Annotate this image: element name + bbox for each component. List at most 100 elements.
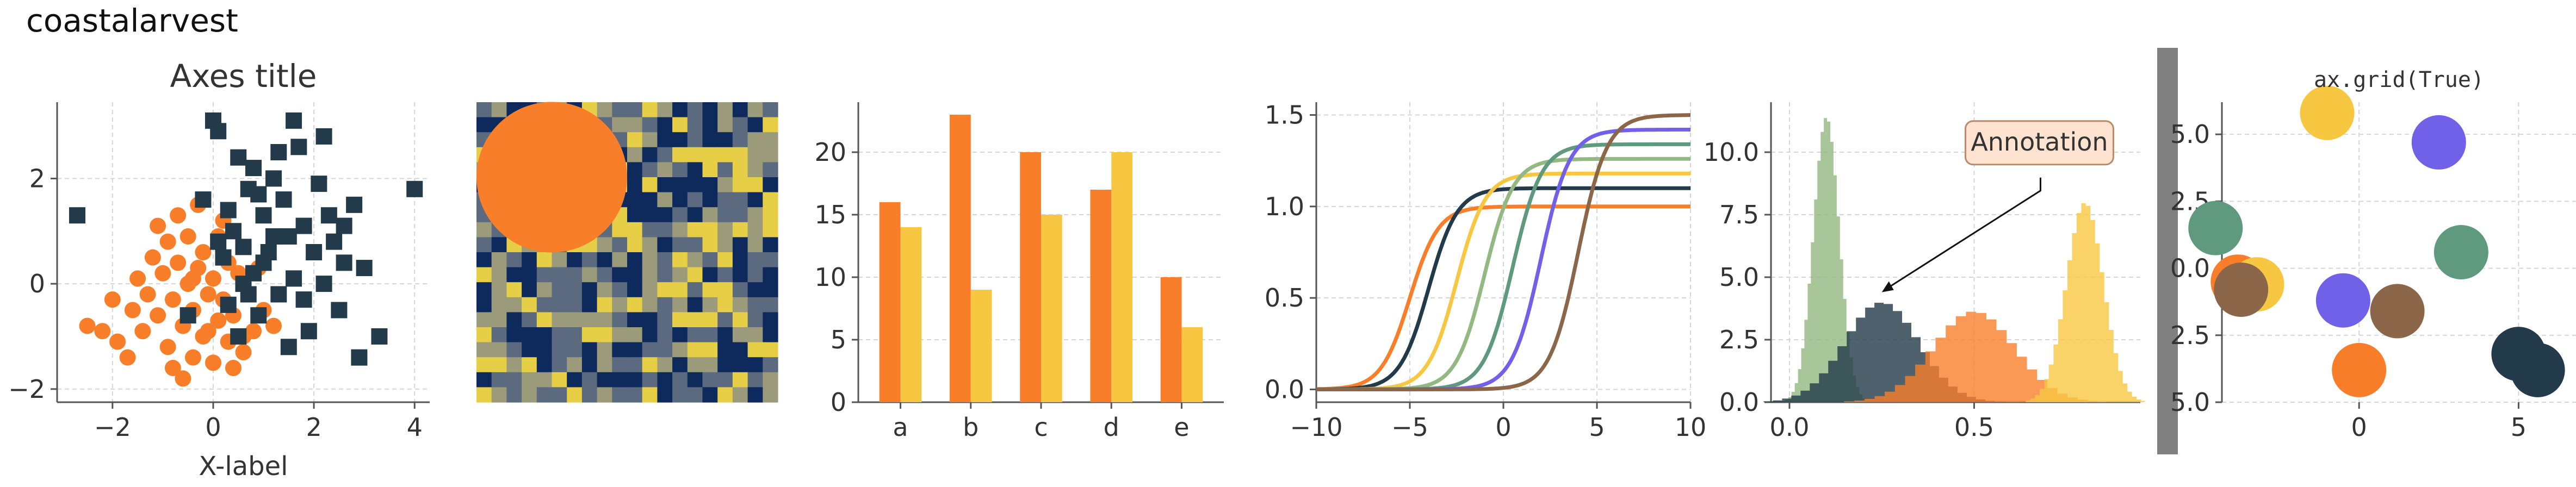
x-tick-label: 2 [306,413,321,442]
x-tick-label: 0.0 [1769,413,1809,442]
axes-title: Axes title [170,58,317,95]
y-tick-label: 10.0 [1704,138,1759,167]
heatmap-cell [763,237,778,253]
heatmap-cell [657,237,673,253]
heatmap-cell [687,312,703,328]
heatmap-cell [717,162,733,178]
heatmap-cell [581,282,598,298]
heatmap-cell [763,282,778,298]
heatmap-cell [717,132,733,148]
heatmap-cell [612,102,628,118]
bar [970,290,992,402]
scatter-point-square [250,307,267,324]
heatmap-cell [763,222,778,238]
heatmap-cell [763,117,778,133]
heatmap-cell [763,267,778,283]
heatmap-cell [672,372,688,388]
heatmap-cell [506,357,522,373]
scatter-point-circle [205,354,221,371]
scatter-point-square [265,170,282,187]
heatmap-cell [597,357,612,373]
bar [1090,190,1112,402]
heatmap-cell [476,372,492,388]
heatmap-cell [717,312,733,328]
heatmap-cell [567,357,583,373]
heatmap-cell [763,357,778,373]
heatmap-cell [552,357,567,373]
scatter-point-circle [179,228,196,245]
heatmap-cell [522,357,537,373]
heatmap-cell [657,192,673,208]
heatmap-cell [627,357,643,373]
heatmap-cell [747,267,763,283]
heatmap-cell [642,132,658,148]
heatmap-cell [642,297,658,313]
heatmap-cell [763,372,778,388]
heatmap-cell [687,132,703,148]
heatmap-cell [522,267,537,283]
heatmap-cell [717,387,733,403]
y-tick-label: 0.0 [2170,254,2210,283]
histogram-series [1763,303,2004,402]
heatmap-cell [581,372,598,388]
heatmap-cell [627,237,643,253]
heatmap-cell [763,387,778,403]
series-line [1316,128,1691,391]
scatter-point-circle [184,270,201,287]
heatmap-cell [672,342,688,358]
histogram-series [2026,203,2146,402]
scatter-circle [2214,263,2269,317]
heatmap-cell [657,327,673,343]
scatter-circle [2300,85,2355,140]
y-tick-label: 0 [831,388,846,417]
heatmap-cell [506,327,522,343]
scatter-point-circle [225,360,242,377]
heatmap-cell [687,267,703,283]
heatmap-cell [627,162,643,178]
scatter-point-square [250,186,267,203]
heatmap-cell [747,342,763,358]
scatter-circle [2370,284,2425,339]
heatmap-cell [642,327,658,343]
heatmap-cell [536,267,553,283]
heatmap-cell [567,252,583,268]
heatmap-cell [702,312,718,328]
x-tick-label: b [963,413,979,442]
heatmap-cell [657,222,673,238]
heatmap-cell [627,297,643,313]
scatter-point-square [356,260,373,277]
scatter-circle [2332,342,2387,397]
heatmap-cell [657,282,673,298]
annotation-arrow [1885,177,2041,290]
histogram-panel: 0.0 0.5 0.0 2.5 5.0 7.5 10.0 Annotation [1704,102,2146,442]
bar [1160,277,1182,402]
x-tick-label: e [1174,413,1189,442]
heatmap-cell [657,372,673,388]
scatter-point-square [346,196,363,213]
histogram-series [1785,118,1869,403]
heatmap-cell [657,342,673,358]
heatmap-cell [612,312,628,328]
heatmap-cell [687,237,703,253]
heatmap-cell [657,162,673,178]
heatmap-cell [491,282,507,298]
heatmap-cell [627,327,643,343]
scatter-point-circle [144,249,161,266]
heatmap-cell [627,282,643,298]
scatter-point-square [295,291,312,308]
heatmap-cell [552,312,567,328]
heatmap-cell [567,282,583,298]
heatmap-cell [702,237,718,253]
heatmap-cell [612,252,628,268]
heatmap-cell [642,222,658,238]
heatmap-cell [627,312,643,328]
heatmap-cell [732,192,748,208]
heatmap-cell [627,267,643,283]
heatmap-cell [687,327,703,343]
y-tick-label: 1.5 [1265,101,1304,130]
heatmap-cell [747,162,763,178]
x-tick-label: a [893,413,908,442]
heatmap-cell [612,117,628,133]
heatmap-cell [687,192,703,208]
bar [1111,152,1132,402]
